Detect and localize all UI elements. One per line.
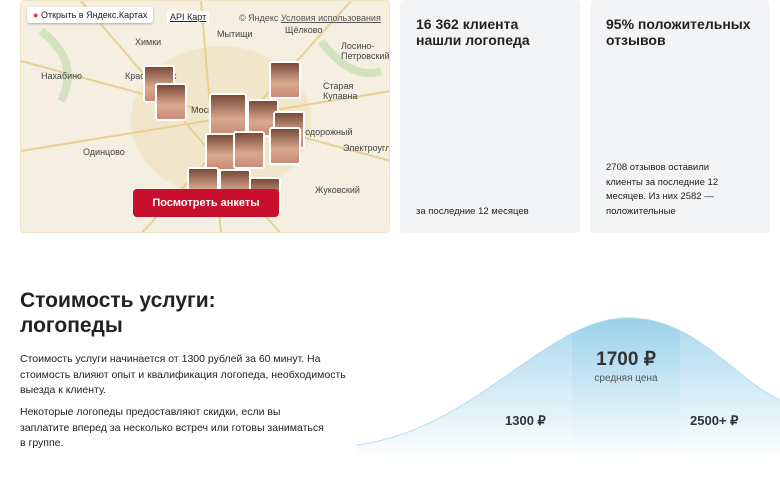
pin-icon: ● (33, 10, 39, 20)
specialist-photo[interactable] (233, 131, 265, 169)
paragraph: Стоимость услуги начинается от 1300 рубл… (20, 353, 346, 396)
curve-line (356, 317, 780, 446)
place-label: Химки (135, 37, 162, 47)
place-label: Нахабино (41, 71, 83, 81)
place-label: Электроугли (343, 143, 390, 153)
place-label: Старая Купавна (323, 81, 358, 101)
open-link-text: Открыть в Яндекс.Картах (40, 10, 148, 20)
map-copyright: © Яндекс Условия использования (239, 13, 381, 23)
specialist-photo[interactable] (269, 61, 301, 99)
terms-link[interactable]: Условия использования (280, 13, 381, 23)
place-label: Щёлково (285, 25, 323, 35)
map[interactable]: ● Открыть в Яндекс.Картах API Карт © Янд… (20, 0, 390, 233)
place-label: Мытищи (217, 29, 253, 39)
map-open-link[interactable]: ● Открыть в Яндекс.Картах (27, 7, 154, 23)
specialist-photo[interactable] (209, 93, 247, 137)
place-label: Жуковский (315, 185, 360, 195)
max-price: 2500+ ₽ (690, 413, 739, 428)
place-label: Одинцово (83, 147, 125, 157)
api-link[interactable]: API Карт (167, 11, 210, 23)
stat-note: за последние 12 месяцев (416, 205, 529, 217)
stat-title: 16 362 клиента нашли логопеда (416, 16, 530, 48)
average-price: 1700 ₽ (596, 349, 656, 370)
section-title: Стоимость услуги: логопеды (20, 289, 216, 337)
specialist-photo[interactable] (269, 127, 301, 165)
stat-note: 2708 отзывов оставили клиенты за последн… (606, 162, 719, 217)
place-label: Москва (191, 105, 222, 115)
average-label: средняя цена (594, 373, 658, 384)
view-profiles-button[interactable]: Посмотреть анкеты (133, 189, 279, 217)
specialist-photo[interactable] (205, 133, 237, 171)
min-price: 1300 ₽ (505, 413, 546, 428)
specialist-photo[interactable] (155, 83, 187, 121)
copyright: © Яндекс (239, 13, 279, 23)
stat-card: 95% положительных отзывов 2708 отзывов о… (590, 0, 770, 233)
curve-area (357, 317, 780, 460)
stat-card: 16 362 клиента нашли логопеда за последн… (400, 0, 580, 233)
price-curve (356, 317, 780, 460)
place-label: Железнодорожный (273, 127, 353, 137)
paragraph: Некоторые логопеды предоставляют скидки,… (20, 406, 324, 449)
average-band (572, 317, 680, 460)
place-label: Лосино-Петровский (341, 41, 390, 61)
stat-title: 95% положительных отзывов (606, 16, 751, 48)
